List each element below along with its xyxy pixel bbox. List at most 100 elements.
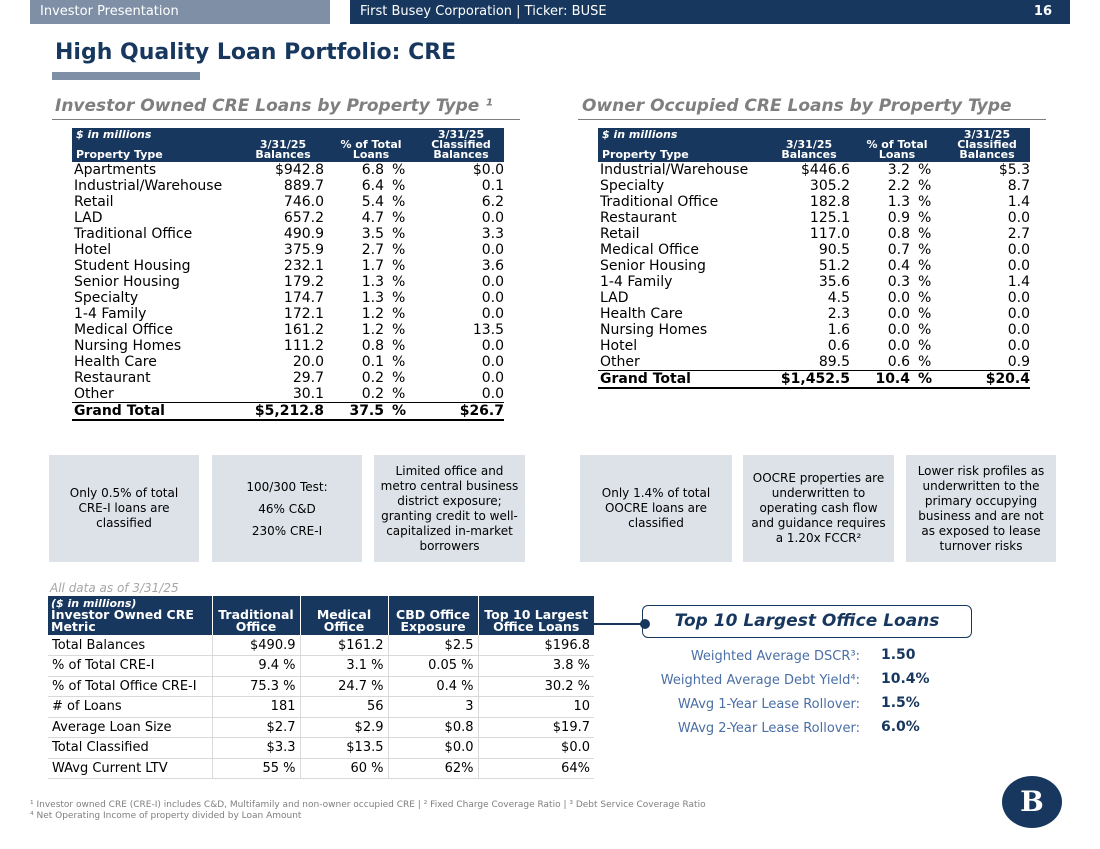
classified-cell: 0.0 [418, 386, 504, 403]
table-row: Specialty 174.7 1.3% 0.0 [72, 290, 504, 306]
grand-total-label: Grand Total [72, 402, 242, 421]
table-row: Industrial/Warehouse $446.6 3.2% $5.3 [598, 162, 1030, 178]
pct-cell: 0.2 [361, 370, 384, 386]
info-box-text: Lower risk profiles as underwritten to t… [917, 463, 1045, 553]
balance-cell: 889.7 [283, 178, 324, 194]
grand-total-classified: $20.4 [944, 370, 1030, 389]
metric-label-cell: # of Loans [48, 696, 212, 718]
property-type-cell: Other [598, 354, 768, 371]
balance-cell: 746.0 [283, 194, 324, 210]
metric-value-cell: $0.8 [387, 717, 478, 738]
pct-sign: % [918, 226, 932, 242]
property-type-cell: Hotel [74, 242, 112, 258]
pct-sign: % [918, 242, 932, 258]
pct-sign: % [386, 402, 418, 421]
owner-section-heading: Owner Occupied CRE Loans by Property Typ… [582, 96, 1012, 116]
metric-value-cell: 60 % [299, 758, 388, 779]
metric-header: ($ in millions) Investor Owned CRE Metric [48, 596, 212, 635]
balance-cell: 4.5 [827, 290, 850, 306]
classified-cell: 3.3 [481, 226, 504, 242]
table-row: Average Loan Size $2.7 $2.9 $0.8 $19.7 [48, 717, 594, 738]
pct-sign: % [912, 354, 944, 371]
balance-cell: 111.2 [283, 338, 324, 354]
pct-sign: % [392, 354, 406, 370]
table-row: 1-4 Family 172.1 1.2% 0.0 [72, 306, 504, 322]
balance-cell: 0.6 [827, 338, 850, 354]
investor-section-rule [52, 119, 520, 120]
property-type-cell: Health Care [74, 354, 157, 370]
metric-value-cell: 30.2 % [477, 676, 594, 697]
pct-cell: 1.7 [361, 258, 384, 274]
balance-cell: 179.2 [283, 274, 324, 290]
table-row: # of Loans 181 56 3 10 [48, 696, 594, 718]
classified-cell: $5.3 [998, 162, 1030, 178]
pct-sign: % [912, 370, 944, 389]
classified-cell: 0.0 [1007, 338, 1030, 354]
balance-cell: 117.0 [809, 226, 850, 242]
page-title: High Quality Loan Portfolio: CRE [55, 40, 457, 65]
pct-sign: % [392, 274, 406, 290]
classified-cell: 0.0 [481, 338, 504, 354]
pct-cell: 5.4 [361, 194, 384, 210]
metric-value-cell: 64% [477, 758, 594, 779]
classified-cell: 1.4 [1007, 274, 1030, 290]
classified-cell: 0.0 [1007, 258, 1030, 274]
pct-cell: 1.2 [361, 306, 384, 322]
pct-sign: % [918, 306, 932, 322]
table-row: Specialty 305.2 2.2% 8.7 [598, 178, 1030, 194]
balance-cell: 51.2 [818, 258, 850, 274]
property-type-cell: Industrial/Warehouse [74, 178, 223, 194]
company-ticker: First Busey Corporation | Ticker: BUSE [360, 4, 607, 19]
table-row: Restaurant 29.7 0.2% 0.0 [72, 370, 504, 386]
kpi-value-dscr: 1.50 [881, 647, 916, 663]
pct-cell: 0.7 [887, 242, 910, 258]
property-type-cell: Specialty [600, 178, 665, 194]
property-type-cell: Restaurant [600, 210, 677, 226]
classified-cell: 6.2 [481, 194, 504, 210]
table-row: Retail 746.0 5.4% 6.2 [72, 194, 504, 210]
table-row: % of Total Office CRE-I 75.3 % 24.7 % 0.4 %… [48, 676, 594, 697]
grand-total-balance: $1,452.5 [768, 370, 850, 389]
classified-header: 3/31/25 Classified Balances [418, 128, 504, 162]
grand-total-label: Grand Total [598, 370, 768, 389]
table-row: WAvg Current LTV 55 % 60 % 62% 64% [48, 758, 594, 779]
property-type-cell: Student Housing [74, 258, 191, 274]
table-row: Medical Office 90.5 0.7% 0.0 [598, 242, 1030, 258]
property-type-header: $ in millions Property Type [72, 128, 242, 162]
classified-header: 3/31/25 Classified Balances [944, 128, 1030, 162]
metric-value-cell: 62% [387, 758, 478, 779]
classified-cell: 8.7 [1007, 178, 1030, 194]
pct-sign: % [392, 210, 406, 226]
table-row: Nursing Homes 1.6 0.0% 0.0 [598, 322, 1030, 338]
property-type-cell: Apartments [74, 162, 157, 178]
pct-cell: 0.9 [887, 210, 910, 226]
metric-value-cell: 3 [387, 696, 478, 718]
owner-cre-table: $ in millions Property Type 3/31/25 Balan… [598, 128, 1030, 389]
property-type-cell: Health Care [600, 306, 683, 322]
pct-sign: % [392, 338, 406, 354]
kpi-value-debt-yield: 10.4% [881, 671, 930, 687]
grand-total-pct: 37.5 [324, 402, 386, 421]
property-type-header: $ in millions Property Type [598, 128, 768, 162]
property-type-cell: Specialty [74, 290, 139, 306]
property-type-cell: LAD [600, 290, 629, 306]
grand-total-row: Grand Total $5,212.8 37.5% $26.7 [72, 402, 504, 421]
table-header-row: $ in millions Property Type 3/31/25 Balan… [72, 128, 504, 162]
property-type-cell: Hotel [600, 338, 638, 354]
balances-header: 3/31/25 Balances [242, 128, 324, 162]
table-row: Traditional Office 490.9 3.5% 3.3 [72, 226, 504, 242]
balance-cell: 89.5 [768, 354, 850, 371]
table-row: Health Care 20.0 0.1% 0.0 [72, 354, 504, 370]
balance-cell: 29.7 [292, 370, 324, 386]
page-number: 16 [1033, 4, 1052, 19]
metric-value-cell: 9.4 % [211, 655, 300, 677]
balance-cell: 490.9 [283, 226, 324, 242]
pct-cell: 0.6 [850, 354, 912, 371]
metric-value-cell: 0.05 % [387, 655, 478, 677]
pct-cell: 0.3 [887, 274, 910, 290]
classified-cell: 0.1 [481, 178, 504, 194]
pct-sign: % [392, 242, 406, 258]
info-box-text: 100/300 Test: [246, 479, 328, 494]
property-type-cell: Medical Office [74, 322, 173, 338]
property-type-cell: Medical Office [600, 242, 699, 258]
